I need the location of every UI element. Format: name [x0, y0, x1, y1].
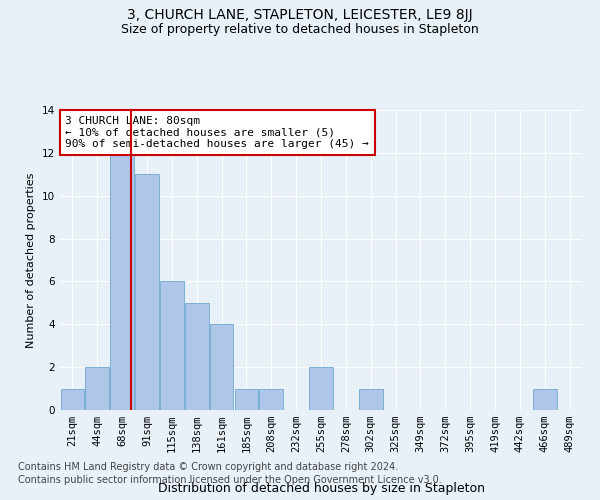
- Text: Contains public sector information licensed under the Open Government Licence v3: Contains public sector information licen…: [18, 475, 442, 485]
- Bar: [160, 282, 184, 410]
- Bar: [533, 388, 557, 410]
- Bar: [210, 324, 233, 410]
- Bar: [235, 388, 258, 410]
- Text: 3 CHURCH LANE: 80sqm
← 10% of detached houses are smaller (5)
90% of semi-detach: 3 CHURCH LANE: 80sqm ← 10% of detached h…: [65, 116, 369, 149]
- Text: Distribution of detached houses by size in Stapleton: Distribution of detached houses by size …: [157, 482, 485, 495]
- Bar: [185, 303, 209, 410]
- Bar: [359, 388, 383, 410]
- Text: Size of property relative to detached houses in Stapleton: Size of property relative to detached ho…: [121, 22, 479, 36]
- Text: 3, CHURCH LANE, STAPLETON, LEICESTER, LE9 8JJ: 3, CHURCH LANE, STAPLETON, LEICESTER, LE…: [127, 8, 473, 22]
- Bar: [110, 153, 134, 410]
- Bar: [259, 388, 283, 410]
- Bar: [85, 367, 109, 410]
- Y-axis label: Number of detached properties: Number of detached properties: [26, 172, 37, 348]
- Bar: [61, 388, 84, 410]
- Text: Contains HM Land Registry data © Crown copyright and database right 2024.: Contains HM Land Registry data © Crown c…: [18, 462, 398, 472]
- Bar: [135, 174, 159, 410]
- Bar: [309, 367, 333, 410]
